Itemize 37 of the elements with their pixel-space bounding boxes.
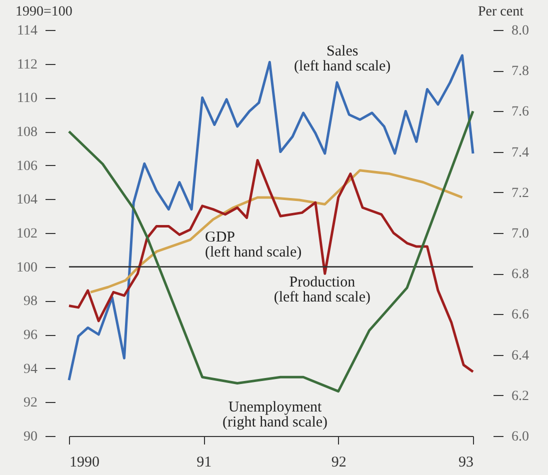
series-label: Sales (left hand scale)	[294, 44, 391, 75]
y2-axis-title: Per cent	[478, 4, 524, 20]
y2-tick-label: 6.4	[512, 348, 529, 364]
y-tick-label: 98	[24, 294, 38, 310]
y-tick-label: 104	[16, 192, 38, 208]
y-tick-label: 94	[24, 362, 38, 377]
y-tick-label: 108	[16, 125, 38, 140]
x-tick-label: 92	[331, 454, 346, 470]
y-tick-label: 92	[24, 396, 38, 411]
x-tick-label: 91	[196, 454, 212, 470]
series-label: Unemployment (right hand scale)	[222, 399, 328, 430]
series-label: Production (left hand scale)	[274, 274, 370, 306]
line-series	[68, 54, 474, 382]
y-axis-title: 1990=100	[16, 4, 72, 20]
y-tick-label: 110	[17, 91, 38, 106]
y2-tick-label: 7.8	[512, 64, 529, 80]
y-tick-label: 96	[24, 328, 38, 343]
series-label: GDP (left hand scale)	[205, 230, 302, 261]
y-tick-label: 102	[16, 226, 38, 242]
y2-tick-label: 7.4	[512, 145, 529, 160]
y2-tick-label: 6.0	[512, 430, 529, 444]
y2-tick-label: 6.8	[512, 267, 529, 282]
y-tick-label: 106	[16, 158, 38, 174]
y2-tick-label: 6.2	[512, 388, 529, 404]
x-tick-label: 93	[458, 454, 474, 470]
line-series	[68, 110, 474, 393]
x-tick-label: 1990	[70, 454, 100, 470]
y-tick-label: 90	[24, 430, 38, 444]
y-tick-label: 112	[17, 57, 38, 72]
y2-tick-label: 7.2	[512, 186, 529, 201]
line-series	[68, 159, 474, 373]
y-tick-label: 114	[17, 24, 38, 38]
y2-tick-label: 6.6	[512, 308, 529, 323]
y2-tick-label: 7.6	[512, 104, 529, 120]
y-tick-label: 100	[16, 260, 38, 276]
y2-tick-label: 7.0	[512, 226, 529, 242]
y2-tick-label: 8.0	[512, 24, 529, 38]
